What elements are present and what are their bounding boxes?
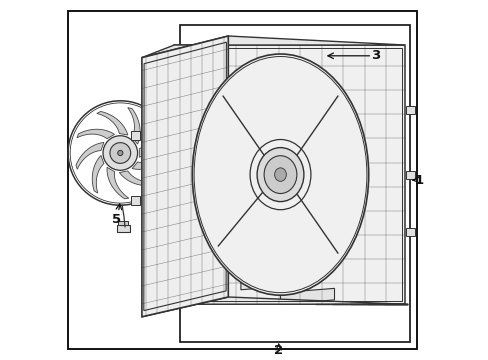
- Polygon shape: [280, 288, 334, 304]
- Polygon shape: [132, 152, 166, 169]
- Bar: [131, 131, 140, 140]
- Polygon shape: [142, 36, 404, 58]
- Ellipse shape: [264, 156, 296, 194]
- Text: 2: 2: [274, 345, 283, 357]
- Ellipse shape: [192, 54, 368, 295]
- Ellipse shape: [274, 168, 286, 181]
- Bar: [405, 171, 414, 179]
- Bar: [405, 106, 414, 114]
- Text: 1: 1: [414, 174, 423, 186]
- Bar: [179, 25, 409, 342]
- Polygon shape: [142, 297, 404, 317]
- Polygon shape: [76, 143, 104, 169]
- Polygon shape: [97, 112, 127, 135]
- Polygon shape: [107, 167, 128, 199]
- Text: 4: 4: [238, 69, 247, 82]
- Polygon shape: [119, 171, 156, 186]
- Polygon shape: [174, 45, 404, 304]
- Circle shape: [110, 143, 130, 163]
- Polygon shape: [92, 156, 104, 193]
- Circle shape: [118, 150, 122, 156]
- Bar: [405, 228, 414, 235]
- Bar: [117, 225, 129, 232]
- Polygon shape: [142, 36, 228, 317]
- Bar: [131, 196, 140, 204]
- Text: 5: 5: [112, 213, 121, 226]
- Bar: [118, 221, 127, 225]
- Polygon shape: [127, 108, 140, 144]
- Polygon shape: [241, 276, 282, 290]
- Text: 3: 3: [370, 49, 380, 62]
- Polygon shape: [139, 123, 158, 157]
- Circle shape: [103, 136, 137, 170]
- Polygon shape: [77, 129, 114, 139]
- Ellipse shape: [257, 148, 303, 202]
